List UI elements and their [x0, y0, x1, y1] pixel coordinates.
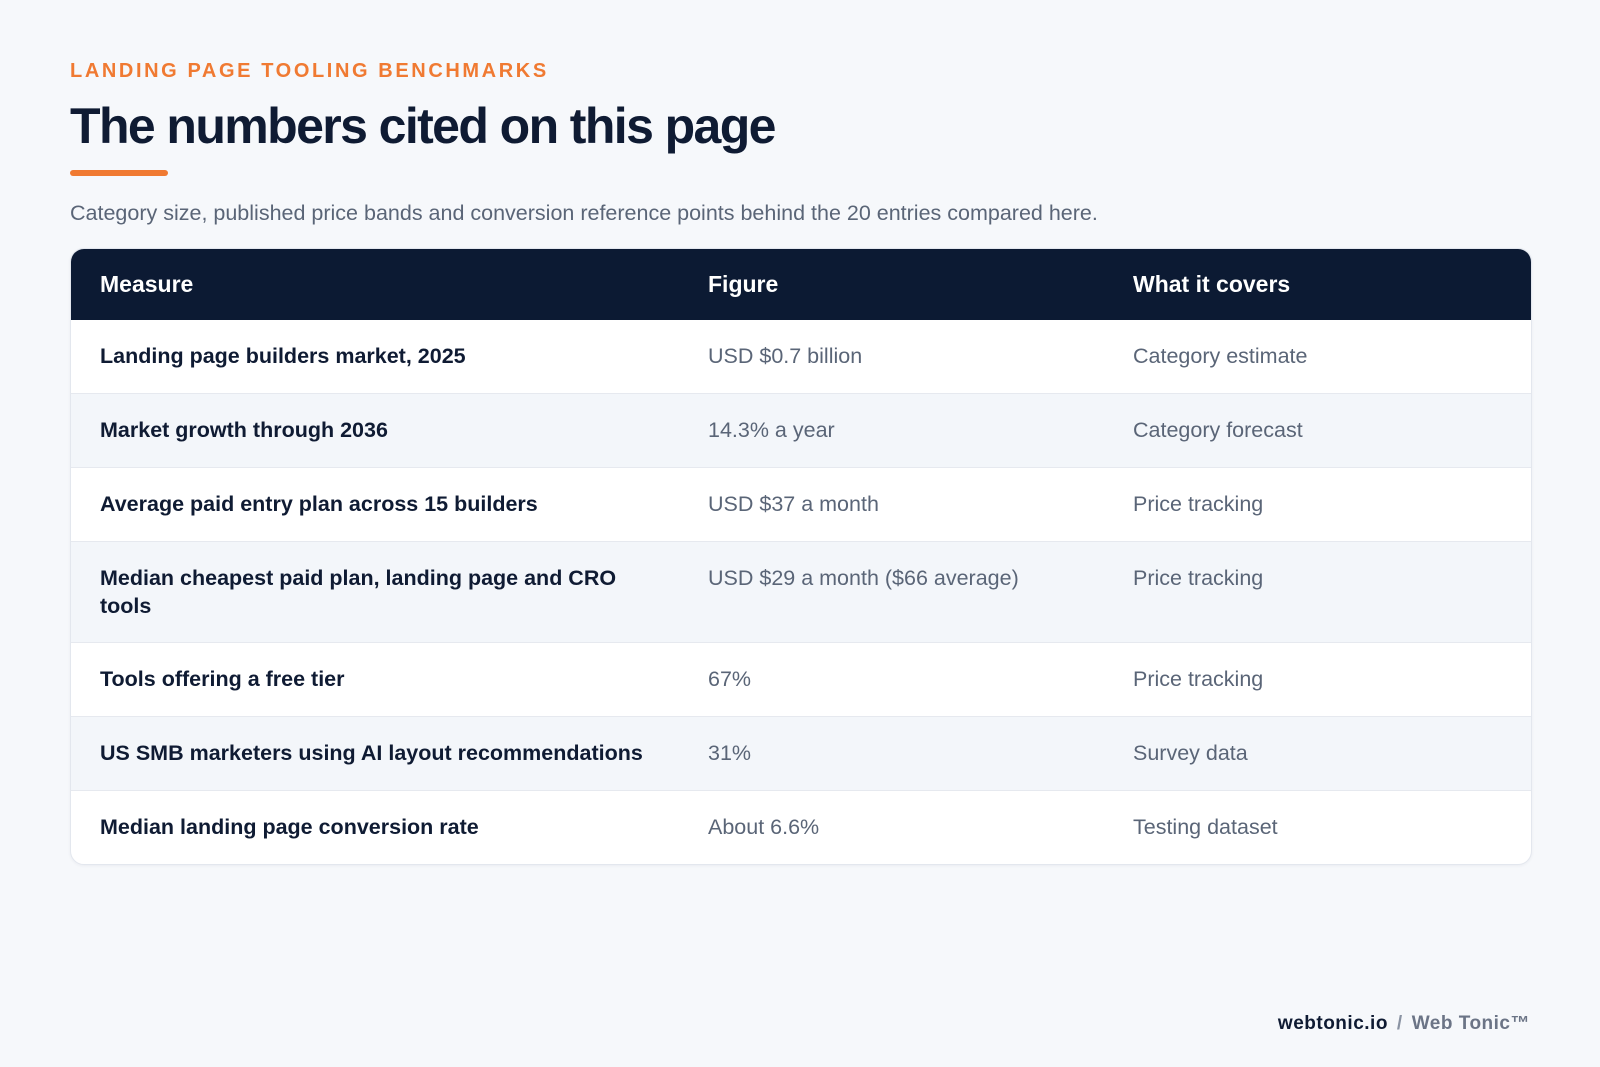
cell-figure: USD $37 a month — [679, 467, 1104, 542]
column-header-measure: Measure — [100, 271, 194, 297]
benchmarks-table: Measure Figure What it covers Landing pa… — [71, 249, 1531, 864]
table-row: Average paid entry plan across 15 builde… — [71, 467, 1531, 542]
footer-separator: / — [1396, 1013, 1403, 1034]
table-row: Landing page builders market, 2025 USD $… — [71, 320, 1531, 394]
cell-measure: Median landing page conversion rate — [71, 790, 679, 864]
cell-measure: Average paid entry plan across 15 builde… — [71, 467, 679, 542]
benchmarks-table-card: Measure Figure What it covers Landing pa… — [70, 248, 1532, 865]
table-row: US SMB marketers using AI layout recomme… — [71, 716, 1531, 791]
eyebrow-label: LANDING PAGE TOOLING BENCHMARKS — [70, 60, 549, 82]
cell-measure: US SMB marketers using AI layout recomme… — [71, 716, 679, 791]
footer-brand: Web Tonic™ — [1411, 1013, 1530, 1034]
footer-credit: webtonic.io / Web Tonic™ — [1278, 1012, 1530, 1036]
table-row: Tools offering a free tier 67% Price tra… — [71, 642, 1531, 717]
cell-measure: Market growth through 2036 — [71, 393, 679, 468]
cell-measure: Tools offering a free tier — [71, 642, 679, 717]
title-underline-accent — [70, 170, 168, 176]
cell-figure: 31% — [679, 716, 1104, 791]
footer-domain-link[interactable]: webtonic.io — [1277, 1013, 1388, 1034]
cell-covers: Survey data — [1104, 716, 1531, 791]
cell-measure: Landing page builders market, 2025 — [100, 344, 466, 368]
cell-figure: USD $0.7 billion — [708, 344, 863, 368]
cell-figure: USD $29 a month ($66 average) — [679, 541, 1104, 643]
cell-covers: Price tracking — [1104, 642, 1531, 717]
cell-figure: About 6.6% — [679, 790, 1104, 864]
cell-figure: 67% — [679, 642, 1104, 717]
table-header-row: Measure Figure What it covers — [71, 249, 1531, 320]
cell-covers: Testing dataset — [1104, 790, 1531, 864]
table-row: Market growth through 2036 14.3% a year … — [71, 393, 1531, 468]
table-row: Median cheapest paid plan, landing page … — [71, 541, 1531, 643]
column-header-figure: Figure — [708, 271, 779, 297]
cell-covers: Price tracking — [1104, 467, 1531, 542]
cell-covers: Price tracking — [1104, 541, 1531, 643]
cell-covers: Category estimate — [1133, 344, 1308, 368]
page-subtitle: Category size, published price bands and… — [70, 201, 1098, 225]
cell-measure: Median cheapest paid plan, landing page … — [71, 541, 679, 643]
cell-figure: 14.3% a year — [679, 393, 1104, 468]
page-content: LANDING PAGE TOOLING BENCHMARKS The numb… — [70, 58, 1532, 865]
column-header-covers: What it covers — [1133, 271, 1291, 297]
cell-covers: Category forecast — [1104, 393, 1531, 468]
table-row: Median landing page conversion rate Abou… — [71, 790, 1531, 864]
page-title: The numbers cited on this page — [70, 98, 776, 154]
